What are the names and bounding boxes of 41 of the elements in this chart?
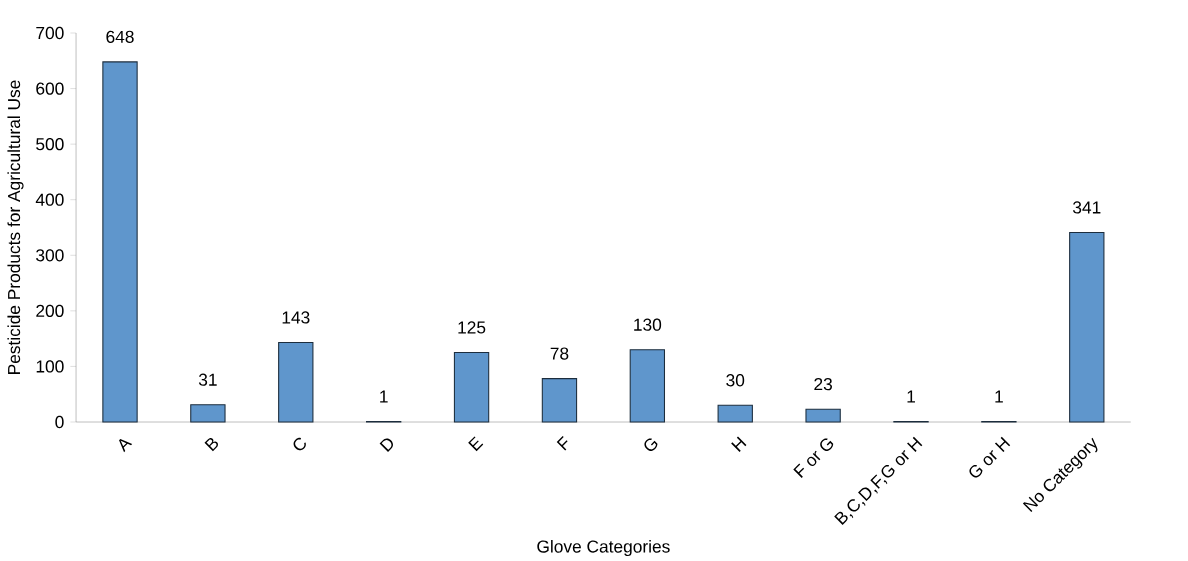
x-tick-label: D (379, 438, 394, 452)
x-tick-label: B (204, 437, 219, 452)
x-tick-label: G or H (969, 436, 1011, 478)
y-tick-label: 700 (36, 26, 64, 40)
x-tick-label: H (731, 436, 747, 452)
y-tick-label: 200 (36, 304, 64, 317)
y-tick-label: 400 (35, 193, 64, 206)
bar (1069, 231, 1105, 423)
y-axis-title: Pesticide Products for Agricultural Use (7, 80, 24, 374)
bar (717, 404, 753, 423)
data-label: 23 (814, 378, 832, 391)
bar (102, 61, 138, 423)
y-tick-label: 500 (36, 138, 64, 151)
bar (190, 404, 226, 423)
y-tick-label: 0 (55, 415, 64, 429)
data-label: 143 (282, 311, 310, 324)
x-tick-label: G (644, 438, 658, 451)
y-tick-label: 300 (36, 249, 64, 262)
bar (629, 349, 666, 423)
x-tick-label: E (468, 436, 484, 452)
bar (278, 341, 314, 423)
data-label: 78 (550, 347, 569, 360)
data-label: 341 (1073, 201, 1101, 214)
data-label: 648 (106, 30, 134, 43)
data-label: 30 (726, 374, 745, 387)
x-tick-label: F or G (793, 438, 834, 478)
data-label: 1 (380, 390, 388, 403)
bar (805, 408, 841, 423)
data-label: 31 (198, 373, 217, 386)
data-label: 1 (907, 390, 915, 403)
y-tick-label: 600 (36, 82, 64, 95)
bar (541, 378, 578, 423)
x-tick-label: C (293, 437, 306, 451)
data-label: 130 (634, 318, 662, 331)
bar (453, 351, 490, 423)
x-tick-label: A (119, 439, 133, 453)
data-label: 125 (458, 321, 486, 334)
x-tick-label: F (556, 436, 568, 451)
x-axis-title: Glove Categories (537, 539, 670, 557)
y-tick-label: 100 (36, 360, 64, 373)
data-label: 1 (995, 390, 1003, 403)
